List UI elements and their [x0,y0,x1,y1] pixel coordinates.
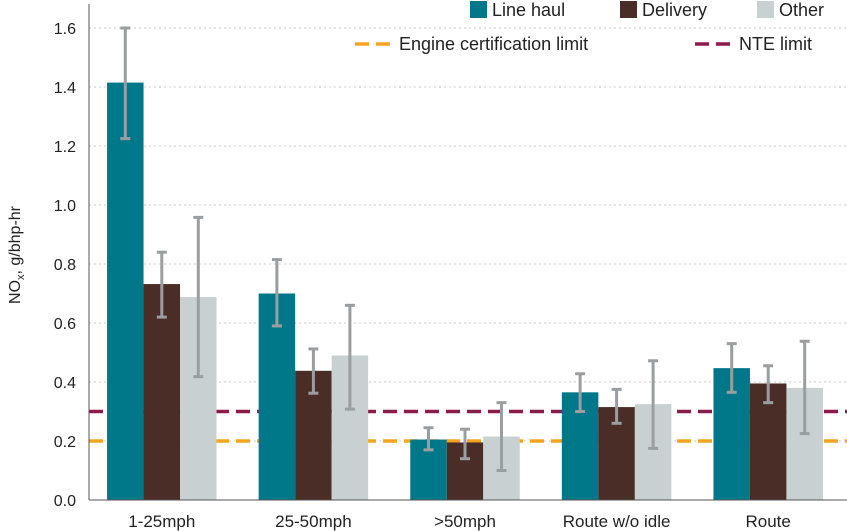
y-tick-labels: 0.0 0.2 0.4 0.6 0.8 1.0 1.2 1.4 1.6 [54,21,76,510]
legend-label: Engine certification limit [399,34,588,54]
y-axis-label-units: , g/bhp-hr [7,205,24,274]
y-tick-label: 0.6 [54,316,76,333]
bars [107,82,823,500]
x-category-label: Route w/o idle [563,512,671,531]
bar-delivery [143,284,181,500]
y-tick-label: 1.2 [54,139,76,156]
x-category-label: 1-25mph [128,512,195,531]
legend-swatch [620,1,637,18]
y-tick-label: 0.4 [54,375,76,392]
y-tick-label: 1.6 [54,21,76,38]
error-bars [120,26,810,472]
legend-label: Line haul [492,0,565,20]
y-tick-label: 1.4 [54,80,76,97]
axes [88,4,847,501]
x-category-label: 25-50mph [275,512,352,531]
legend-label: Delivery [642,0,707,20]
y-tick-label: 0.0 [54,493,76,510]
bar-line-haul [107,82,144,500]
y-tick-label: 1.0 [54,198,76,215]
legend-swatch [757,1,774,18]
x-category-label: >50mph [434,512,496,531]
y-tick-label: 0.8 [54,257,76,274]
x-category-labels: 1-25mph 25-50mph >50mph Route w/o idle Route [128,512,791,531]
legend-label: Other [779,0,824,20]
y-tick-label: 0.2 [54,434,76,451]
y-axis-label-main: NO [7,280,24,304]
legend-swatch [470,1,487,18]
y-axis-label: NOx, g/bhp-hr [7,205,27,304]
bar-line-haul [258,293,296,500]
x-category-label: Route [746,512,791,531]
y-axis-label-subscript: x [15,274,27,280]
legend: Line haul Delivery Other Engine certificati… [355,0,824,54]
legend-label: NTE limit [739,34,812,54]
